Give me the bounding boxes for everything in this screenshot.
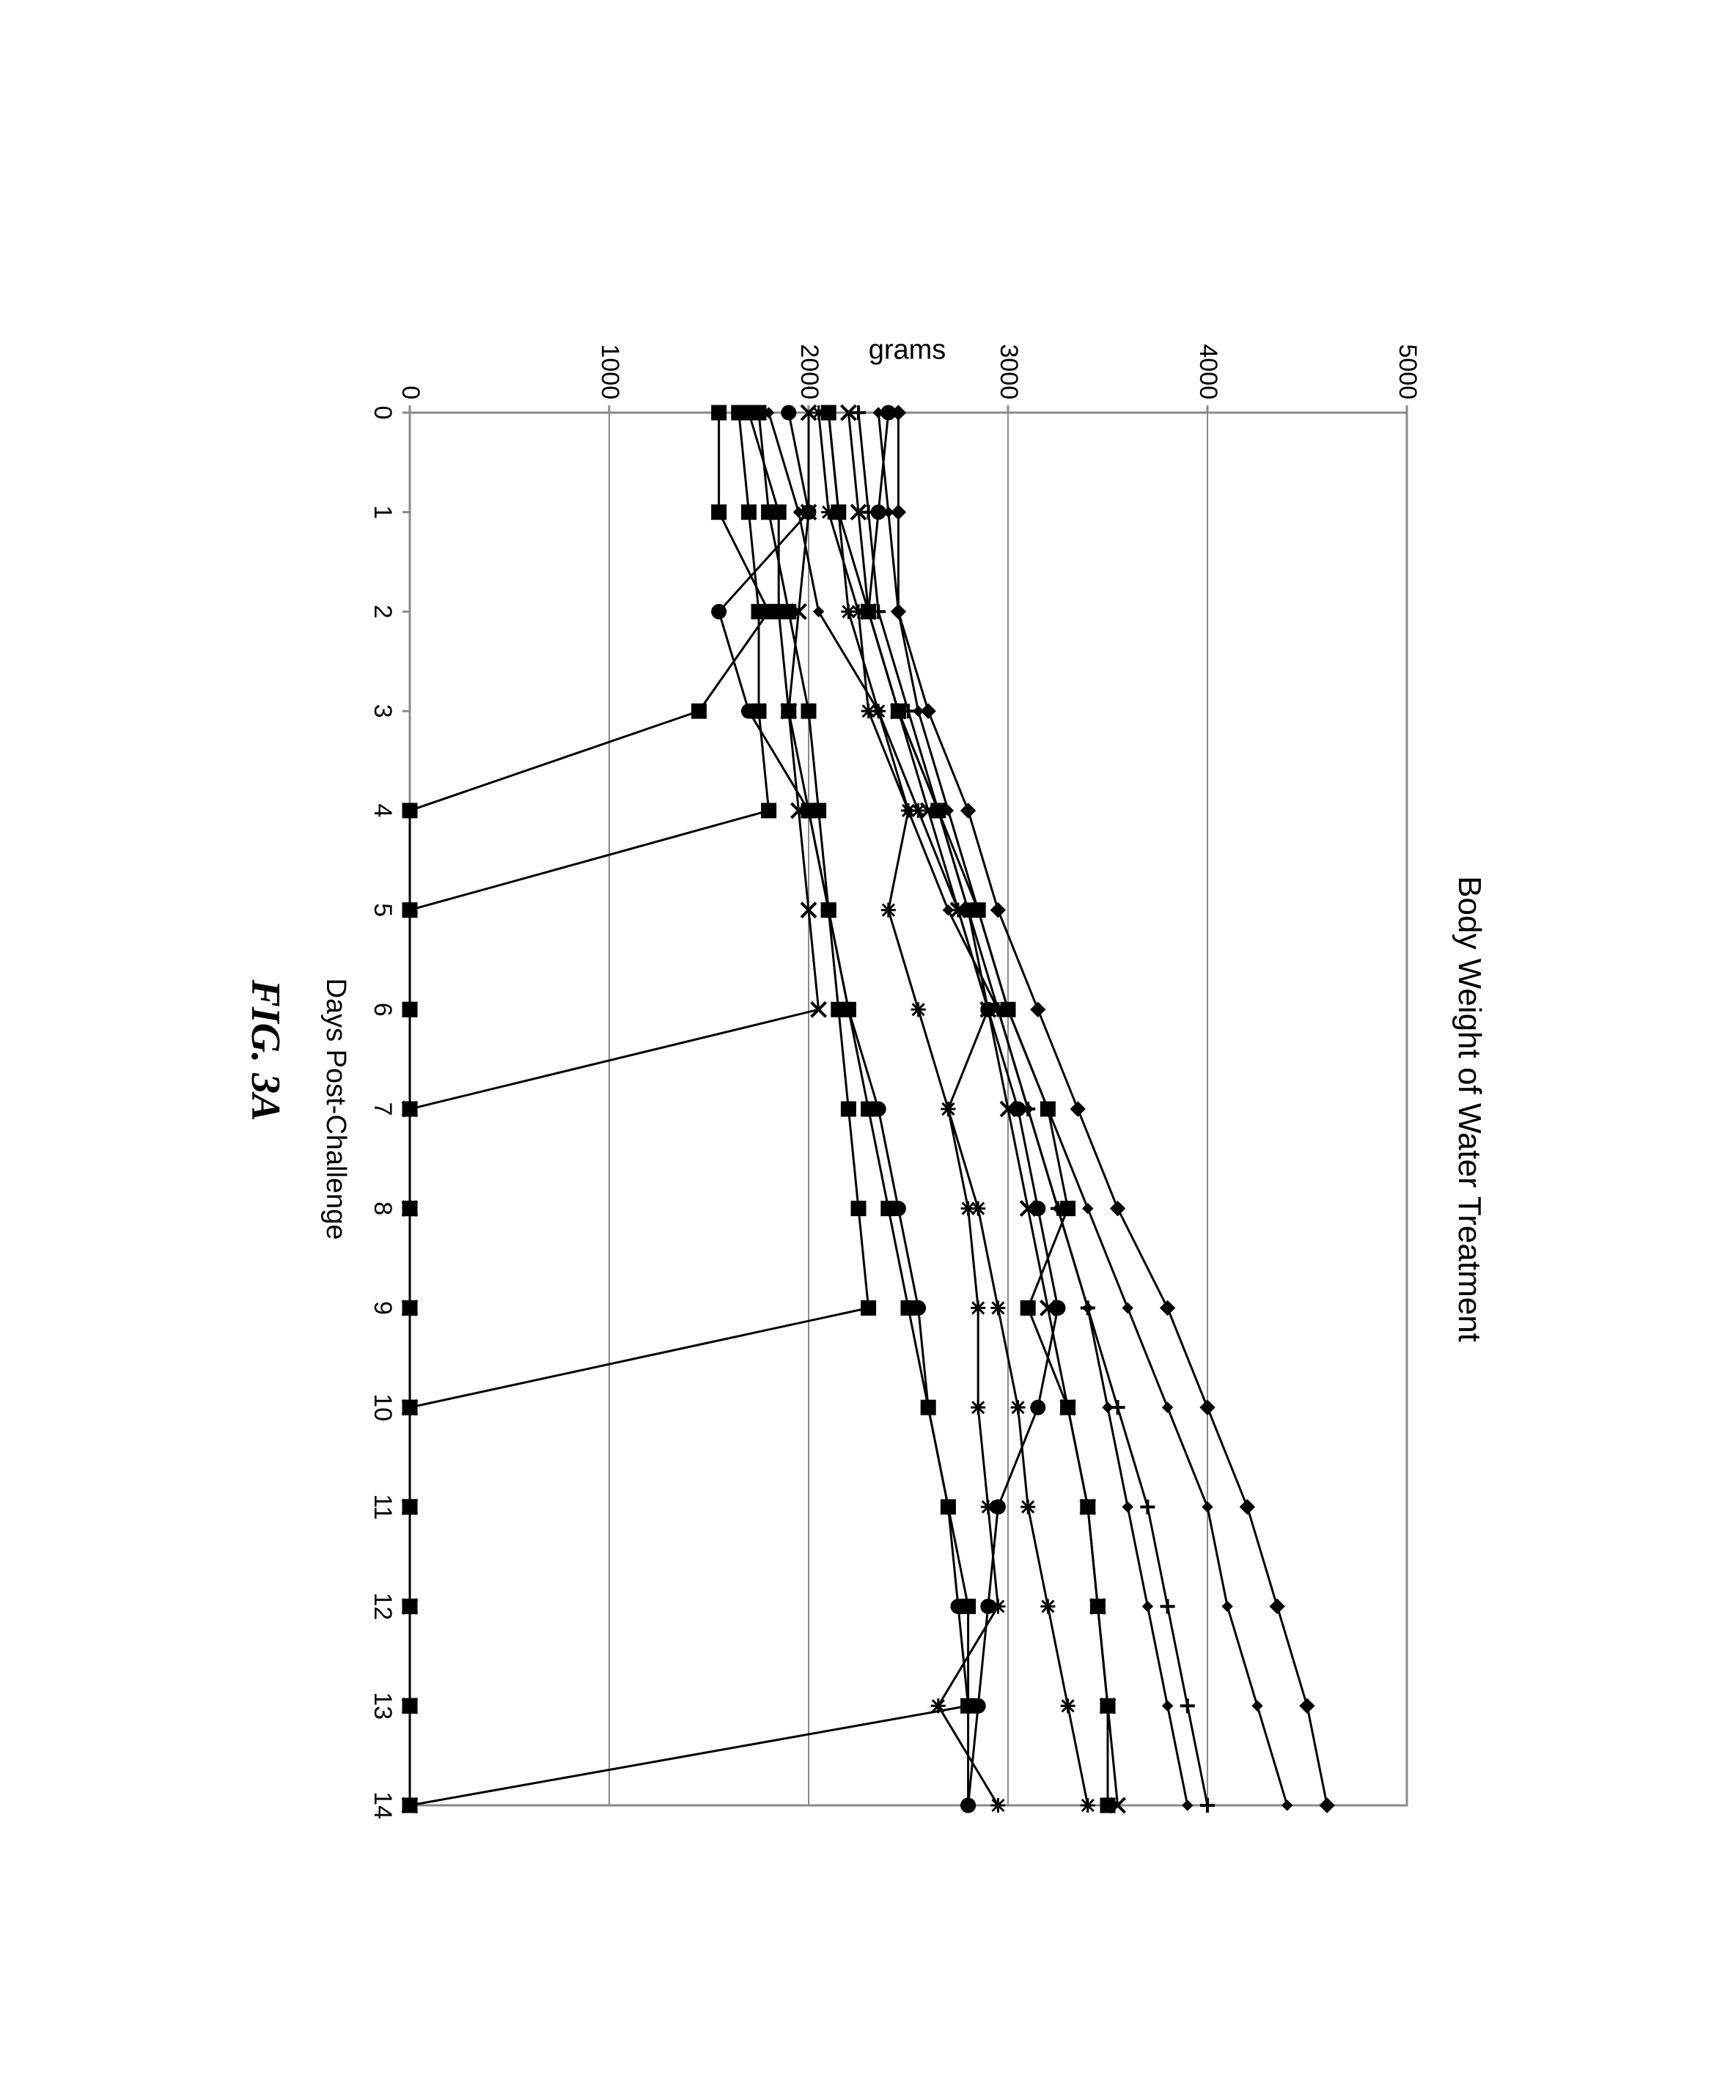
figure-caption: FIG. 3A bbox=[242, 979, 289, 1121]
y-tick-label: 2000 bbox=[795, 344, 823, 399]
x-tick-label: 13 bbox=[368, 1691, 397, 1720]
x-tick-label: 1 bbox=[368, 497, 397, 526]
y-axis-label: grams bbox=[834, 334, 981, 366]
x-tick-label: 10 bbox=[368, 1393, 397, 1422]
y-tick-label: 3000 bbox=[994, 344, 1023, 399]
y-tick-label: 5000 bbox=[1393, 344, 1421, 399]
x-tick-label: 0 bbox=[368, 398, 397, 427]
y-tick-label: 4000 bbox=[1194, 344, 1222, 399]
chart-container: Body Weight of Water Treatment Days Post… bbox=[219, 251, 1517, 1849]
x-tick-label: 14 bbox=[368, 1791, 397, 1820]
x-tick-label: 11 bbox=[368, 1492, 397, 1521]
chart-plot bbox=[219, 251, 1517, 1849]
rotated-figure-wrap: Body Weight of Water Treatment Days Post… bbox=[219, 251, 1517, 1849]
y-tick-label: 0 bbox=[396, 386, 424, 399]
x-tick-label: 2 bbox=[368, 597, 397, 626]
chart-title: Body Weight of Water Treatment bbox=[1451, 413, 1487, 1805]
x-tick-label: 5 bbox=[368, 895, 397, 924]
y-tick-label: 1000 bbox=[595, 344, 624, 399]
x-tick-label: 12 bbox=[368, 1591, 397, 1621]
x-tick-label: 7 bbox=[368, 1094, 397, 1124]
x-axis-label: Days Post-Challenge bbox=[320, 413, 351, 1805]
x-tick-label: 6 bbox=[368, 995, 397, 1024]
x-tick-label: 3 bbox=[368, 696, 397, 726]
x-tick-label: 4 bbox=[368, 795, 397, 825]
x-tick-label: 9 bbox=[368, 1293, 397, 1322]
x-tick-label: 8 bbox=[368, 1193, 397, 1223]
